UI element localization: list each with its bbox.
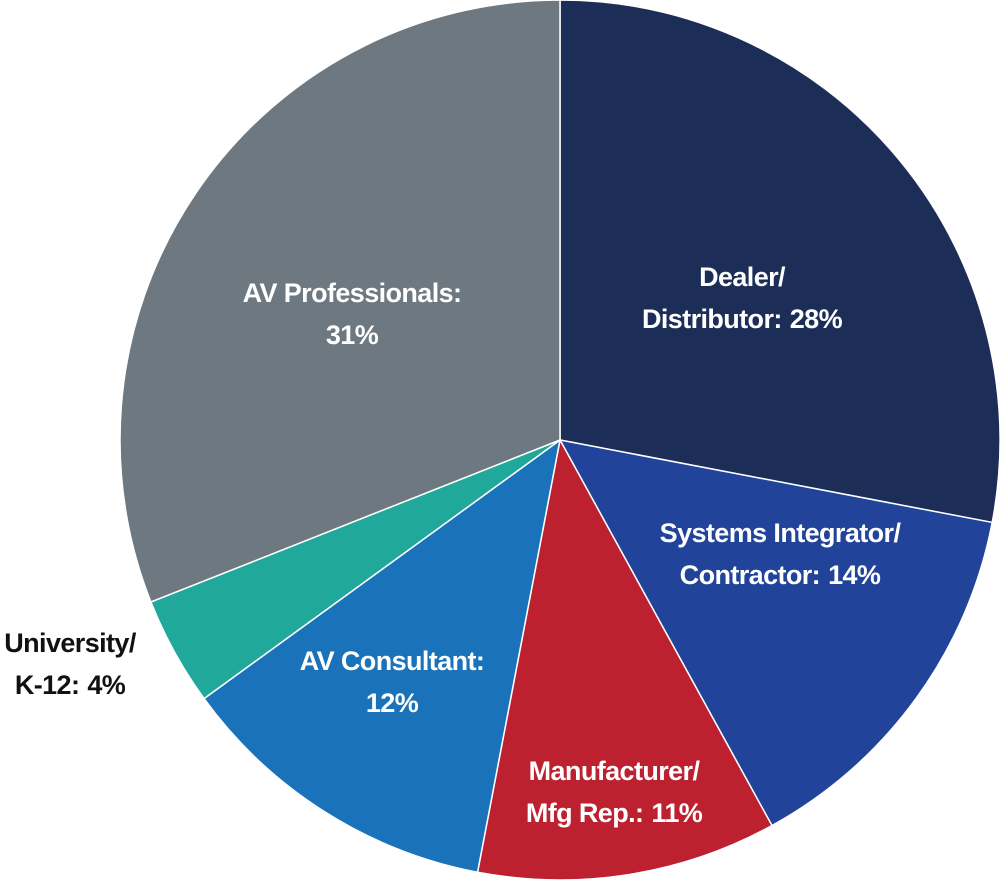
slice-label: Manufacturer/Mfg Rep.: 11% bbox=[526, 756, 703, 828]
pie-slice bbox=[559, 0, 1000, 524]
slice-label: AV Consultant: 12% bbox=[300, 646, 485, 718]
value-label: 4% bbox=[87, 670, 125, 700]
slice-label: AV Professionals: 31% bbox=[243, 278, 462, 350]
value-label: 28% bbox=[790, 304, 843, 334]
label-line: Distributor: bbox=[642, 304, 782, 334]
pie-slice bbox=[202, 438, 562, 874]
pie-slice bbox=[119, 0, 561, 603]
label-line: Mfg Rep.: bbox=[526, 798, 644, 828]
slice-label: University/K-12: 4% bbox=[4, 628, 137, 700]
value-label: 31% bbox=[326, 320, 379, 350]
label-line: University/ bbox=[4, 628, 137, 658]
label-line: AV Consultant: bbox=[300, 646, 485, 676]
value-label: 11% bbox=[651, 798, 702, 828]
label-line: Dealer/ bbox=[699, 262, 786, 292]
slice-label: Systems Integrator/Contractor: 14% bbox=[660, 518, 902, 590]
value-label: 14% bbox=[828, 560, 881, 590]
pie-slice bbox=[476, 437, 773, 881]
pie-slice bbox=[558, 438, 994, 827]
label-line: Manufacturer/ bbox=[529, 756, 701, 786]
label-line: Systems Integrator/ bbox=[660, 518, 902, 548]
value-label: 12% bbox=[366, 688, 419, 718]
label-line: K-12: bbox=[15, 670, 80, 700]
slice-label: Dealer/Distributor: 28% bbox=[642, 262, 843, 334]
label-line: Contractor: bbox=[680, 560, 820, 590]
label-line: AV Professionals: bbox=[243, 278, 462, 308]
